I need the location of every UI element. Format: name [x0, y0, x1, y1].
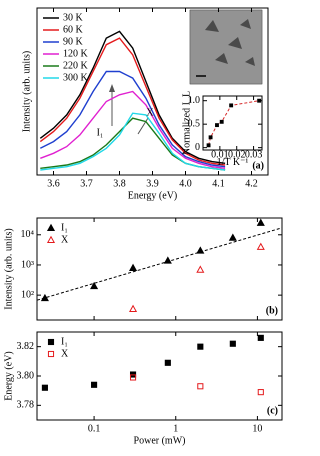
marker	[128, 263, 138, 271]
legend-marker	[46, 235, 56, 244]
x-tick-label: 4.2	[245, 178, 258, 189]
legend-marker	[46, 223, 56, 232]
y-axis-label: Intensity (arb. units)	[3, 228, 14, 309]
x-tick-label: 0.01	[211, 150, 229, 161]
marker	[257, 334, 264, 341]
x-tick-label: 3.9	[146, 178, 159, 189]
marker	[196, 265, 205, 273]
legend-marker	[47, 350, 55, 358]
marker	[219, 119, 224, 124]
marker	[164, 359, 171, 366]
y-tick-label: 10³	[21, 259, 34, 270]
panel-label: (c)	[267, 405, 278, 416]
marker	[257, 98, 262, 103]
plot-frame	[36, 217, 283, 321]
marker	[163, 256, 172, 264]
marker	[129, 374, 137, 381]
x-axis-label: Energy (eV)	[128, 190, 178, 201]
y-axis-label: Normalized I_L	[181, 91, 192, 155]
marker	[91, 381, 98, 388]
y-tick-label: 0.5	[188, 118, 201, 129]
legend-label: X	[61, 234, 69, 245]
legend-label: 300 K	[63, 72, 89, 83]
figure: 3.6 3.7 3.8 3.9 4.0 4.1 4.2 Energy (eV) Intensit…	[3, 7, 283, 446]
marker	[229, 340, 236, 347]
x-axis-label: 1/T K⁻¹	[217, 157, 249, 168]
marker	[229, 103, 234, 108]
marker	[256, 218, 265, 226]
marker	[197, 343, 204, 350]
marker	[257, 389, 264, 396]
annotation: X	[146, 107, 154, 118]
x-tick-label: 0.02	[228, 150, 246, 161]
annotation: I₁	[97, 127, 104, 138]
x-tick-label: 3.8	[113, 178, 126, 189]
y-tick-label: 3.82	[17, 341, 35, 352]
legend-label: 220 K	[63, 60, 89, 71]
marker	[208, 135, 213, 140]
marker	[90, 281, 99, 290]
plot-frame	[36, 331, 283, 421]
spectrum-line	[39, 70, 226, 168]
legend-label: I₁	[61, 222, 68, 233]
plot-frame	[202, 95, 263, 151]
spectrum-line	[40, 112, 226, 171]
spectrum-line	[39, 30, 226, 164]
x-tick-label: 1	[173, 423, 178, 434]
panel-label: (a)	[252, 160, 264, 171]
y-tick-label: 0	[195, 142, 200, 153]
y-tick-label: 3.80	[17, 370, 35, 381]
legend-marker	[47, 338, 55, 346]
y-tick-label: 1.0	[188, 95, 201, 106]
x-tick-label: 3.7	[80, 178, 93, 189]
marker	[197, 383, 204, 390]
inset-image	[189, 9, 263, 85]
annotation-arrows	[109, 84, 149, 135]
y-tick-label: 3.78	[17, 400, 35, 411]
marker	[206, 143, 211, 148]
marker	[41, 384, 48, 391]
x-tick-label: 0.1	[88, 423, 101, 434]
x-tick-label: 3.6	[47, 178, 60, 189]
marker	[128, 304, 138, 312]
y-axis-label: Intensity (arb. units)	[21, 51, 32, 132]
legend-label: I₁	[61, 336, 68, 347]
x-tick-label: 0.03	[245, 150, 263, 161]
legend-label: 90 K	[63, 36, 84, 47]
y-tick-label: 10⁴	[21, 229, 35, 240]
y-tick-label: 10²	[21, 289, 34, 300]
x-tick-label: 4.1	[212, 178, 225, 189]
y-axis-label: Energy (eV)	[3, 351, 14, 401]
marker	[40, 293, 49, 302]
panel-label: (b)	[266, 305, 278, 316]
x-axis-label: Power (mW)	[134, 435, 186, 446]
legend-label: 120 K	[63, 48, 89, 59]
legend-label: 30 K	[63, 12, 84, 23]
marker	[256, 242, 265, 250]
x-tick-label: 4.0	[179, 178, 192, 189]
x-tick-label: 10	[252, 423, 262, 434]
spectrum-line	[40, 90, 226, 169]
fit-line	[36, 227, 283, 301]
legend-label: X	[61, 348, 69, 359]
spectrum-line	[39, 37, 226, 166]
marker	[228, 233, 237, 241]
legend-label: 60 K	[63, 24, 84, 35]
marker	[215, 123, 219, 128]
